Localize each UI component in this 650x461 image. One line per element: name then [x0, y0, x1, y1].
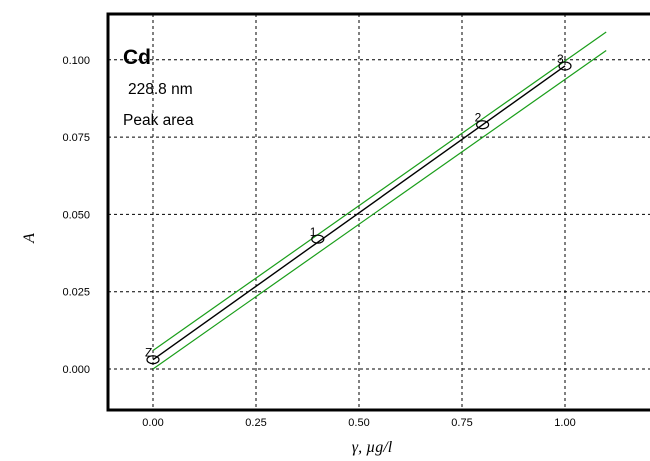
y-tick-label: 0.050: [62, 209, 90, 221]
y-axis-title: A: [21, 233, 38, 244]
x-tick-label: 0.50: [348, 417, 369, 429]
x-tick-label: 0.00: [142, 417, 163, 429]
data-point-label: 2: [475, 111, 482, 125]
data-point-label: 3: [557, 52, 564, 66]
x-tick-label: 1.00: [554, 417, 575, 429]
plot-frame: [106, 12, 650, 412]
confidence-upper-line: [152, 31, 607, 351]
data-point-label: Z: [145, 346, 152, 360]
data-points: Z 1 2 3: [145, 52, 572, 365]
data-point: [311, 234, 325, 244]
mode-label: Peak area: [123, 112, 194, 129]
wavelength-label: 228.8 nm: [128, 81, 193, 98]
confidence-band: [152, 31, 607, 370]
y-tick-label: 0.000: [62, 364, 90, 376]
y-tick-label: 0.075: [62, 132, 90, 144]
data-point-label: 1: [310, 225, 317, 239]
y-tick-label: 0.100: [62, 55, 90, 67]
data-point: [476, 120, 490, 130]
tick-labels: 0.00 0.25 0.50 0.75 1.00 0.000 0.025 0.050 0.075…: [62, 55, 575, 429]
x-tick-label: 0.25: [245, 417, 266, 429]
confidence-lower-line: [152, 50, 607, 370]
data-point: [146, 355, 160, 365]
element-label: Cd: [123, 46, 151, 69]
data-point: [558, 61, 572, 71]
grid: [108, 14, 650, 410]
y-tick-label: 0.025: [62, 287, 90, 299]
fit-line: [152, 65, 566, 361]
regression-line: [152, 65, 566, 361]
x-axis-title: γ, µg/l: [352, 439, 393, 456]
x-tick-label: 0.75: [451, 417, 472, 429]
